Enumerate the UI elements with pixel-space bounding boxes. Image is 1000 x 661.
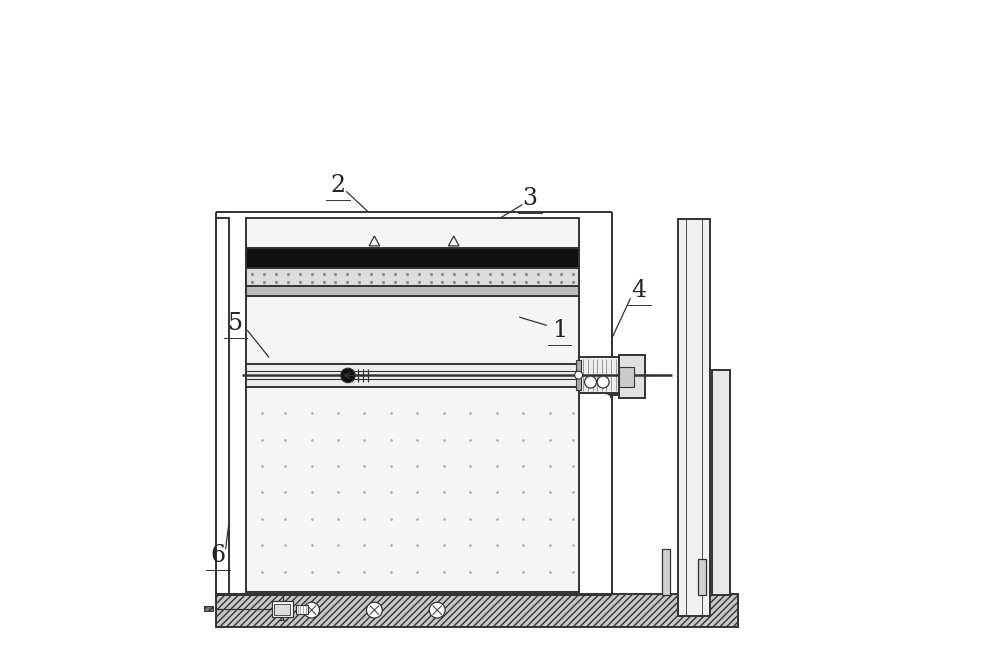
Bar <box>662 549 670 595</box>
Bar <box>246 268 579 288</box>
Bar <box>246 218 579 592</box>
Circle shape <box>341 368 355 383</box>
Bar <box>246 286 579 296</box>
Circle shape <box>575 371 583 379</box>
Bar <box>216 594 738 627</box>
Bar <box>204 606 213 611</box>
Circle shape <box>597 376 609 388</box>
Text: 3: 3 <box>522 187 537 210</box>
Bar <box>619 367 634 387</box>
Bar <box>246 248 579 268</box>
Bar <box>619 355 645 398</box>
Bar <box>678 219 710 616</box>
Bar <box>246 364 586 387</box>
Text: 5: 5 <box>228 313 243 335</box>
Circle shape <box>366 602 382 618</box>
Bar <box>296 605 308 614</box>
Circle shape <box>304 602 320 618</box>
Bar <box>698 559 706 595</box>
Bar <box>274 604 290 615</box>
Bar <box>216 218 229 595</box>
Bar <box>579 357 619 393</box>
Text: 6: 6 <box>210 544 225 566</box>
Bar <box>712 370 730 595</box>
Circle shape <box>585 376 597 388</box>
Bar <box>576 360 581 390</box>
Text: 4: 4 <box>631 280 646 302</box>
Text: 2: 2 <box>330 174 346 196</box>
Bar <box>272 601 293 617</box>
Circle shape <box>429 602 445 618</box>
Text: 1: 1 <box>552 319 567 342</box>
